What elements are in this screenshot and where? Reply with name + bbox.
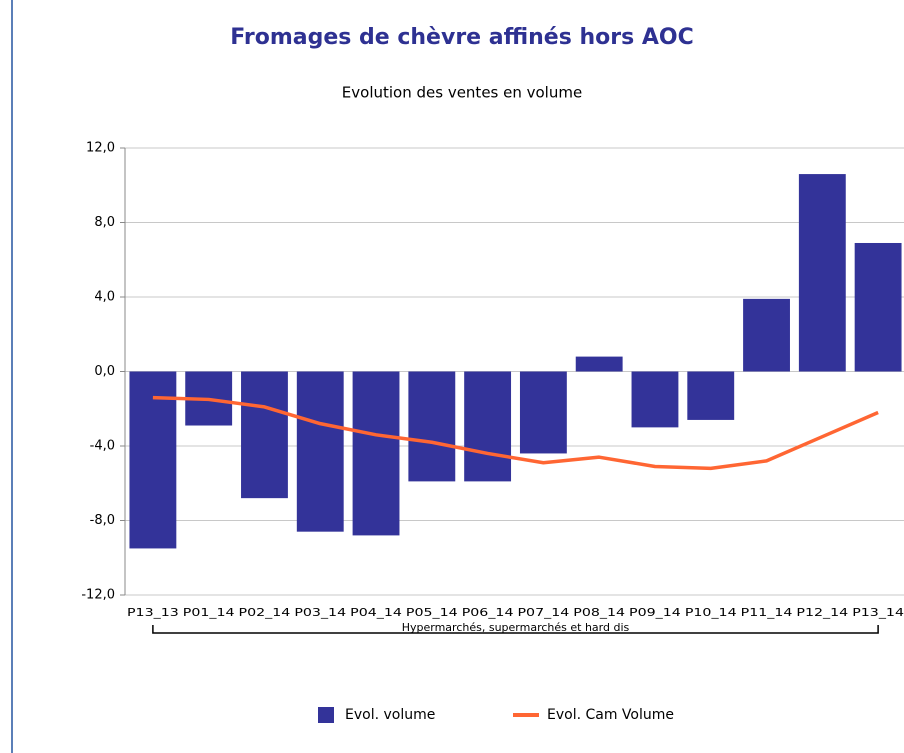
bar — [464, 371, 512, 482]
bar — [575, 356, 623, 372]
x-tick-label: P09_14 — [629, 606, 681, 619]
bar — [687, 371, 735, 420]
y-tick-label: -8,0 — [90, 513, 115, 528]
x-tick-label: P10_14 — [685, 606, 737, 619]
x-tick-label: P11_14 — [741, 606, 793, 619]
y-tick-label: -4,0 — [90, 439, 115, 454]
x-tick-label: P04_14 — [350, 606, 402, 619]
y-tick-label: 4,0 — [94, 290, 115, 305]
chart-title: Fromages de chèvre affinés hors AOC — [230, 25, 693, 50]
x-tick-label: P12_14 — [796, 606, 848, 619]
bar — [408, 371, 456, 482]
x-tick-label: P08_14 — [573, 606, 625, 619]
x-tick-label: P01_14 — [183, 606, 235, 619]
legend-label: Evol. volume — [345, 707, 435, 723]
line — [152, 395, 879, 471]
bar — [296, 371, 344, 532]
bar — [854, 242, 902, 372]
bar — [631, 371, 679, 428]
x-tick-label: P05_14 — [406, 606, 458, 619]
legend-label: Evol. Cam Volume — [547, 707, 674, 723]
x-tick-label: P03_14 — [294, 606, 346, 619]
y-tick-label: -12,0 — [81, 588, 115, 603]
group-label: Hypermarchés, supermarchés et hard dis — [402, 621, 630, 634]
y-tick-label: 8,0 — [94, 215, 115, 230]
group-bracket — [152, 625, 879, 634]
x-tick-label: P02_14 — [239, 606, 291, 619]
y-tick-label: 0,0 — [94, 364, 115, 379]
x-tick-label: P13_13 — [127, 606, 179, 619]
x-tick-label: P06_14 — [462, 606, 514, 619]
bar — [352, 371, 400, 536]
x-tick-label: P07_14 — [518, 606, 570, 619]
chart-subtitle: Evolution des ventes en volume — [342, 84, 582, 102]
bar — [129, 371, 177, 549]
bar — [519, 371, 567, 454]
y-tick-label: 12,0 — [86, 141, 115, 156]
bar — [798, 174, 846, 372]
x-tick-label: P13_14 — [852, 606, 904, 619]
legend-swatch — [318, 707, 334, 723]
bar — [241, 371, 288, 499]
bar — [743, 298, 790, 372]
